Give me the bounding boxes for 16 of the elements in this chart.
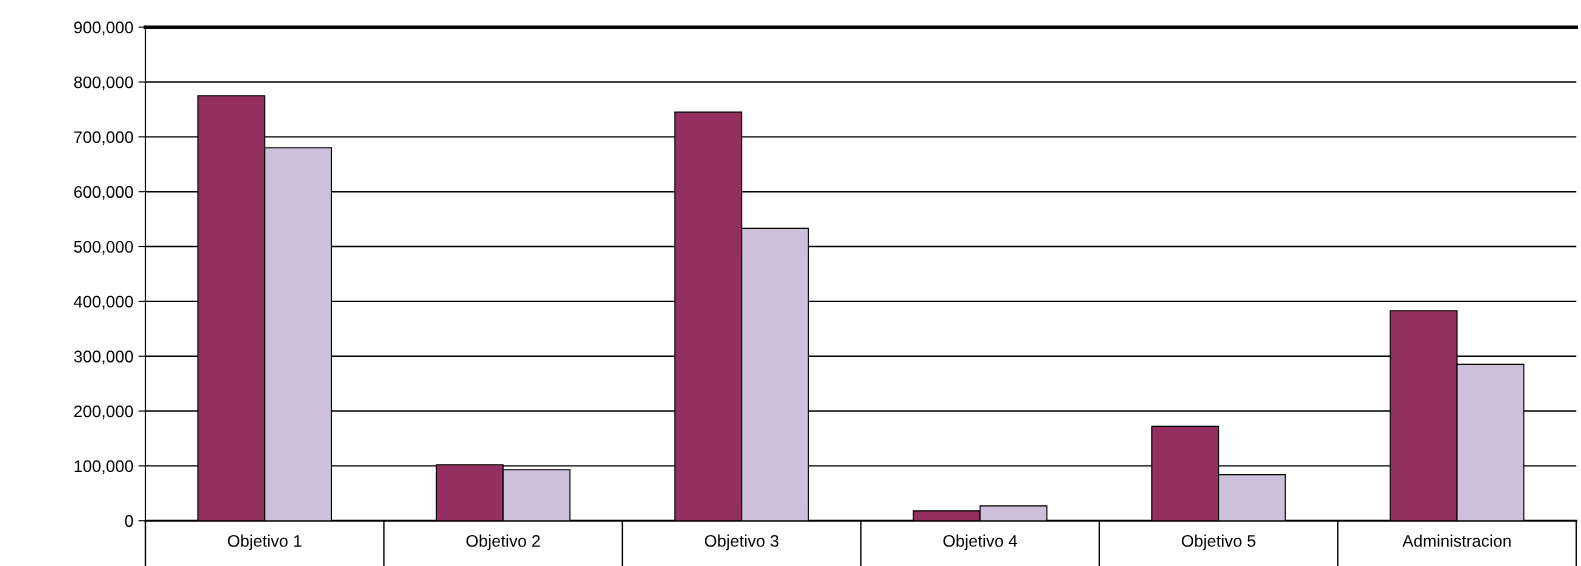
x-tick-label: Objetivo 1 xyxy=(227,534,302,551)
y-tick-label: 500,000 xyxy=(74,240,133,255)
y-tick-label: 300,000 xyxy=(74,350,133,365)
y-tick-label: 700,000 xyxy=(74,131,133,146)
y-tick-label: 400,000 xyxy=(73,295,133,310)
x-tick-label: Administracion xyxy=(1402,534,1511,547)
x-tick-label: Objetivo 2 xyxy=(466,534,540,551)
y-tick-label: 200,000 xyxy=(74,405,133,420)
x-tick-label: Objetivo 4 xyxy=(943,534,1018,551)
y-tick-label: 800,000 xyxy=(74,76,133,91)
y-tick-label: 900,000 xyxy=(74,21,133,36)
y-tick-label: 0 xyxy=(125,515,133,527)
x-tick-label: Objetivo 5 xyxy=(1181,534,1256,551)
y-tick-label: 100,000 xyxy=(74,460,133,475)
x-tick-label: Objetivo 3 xyxy=(704,534,779,551)
y-tick-label: 600,000 xyxy=(74,186,133,200)
